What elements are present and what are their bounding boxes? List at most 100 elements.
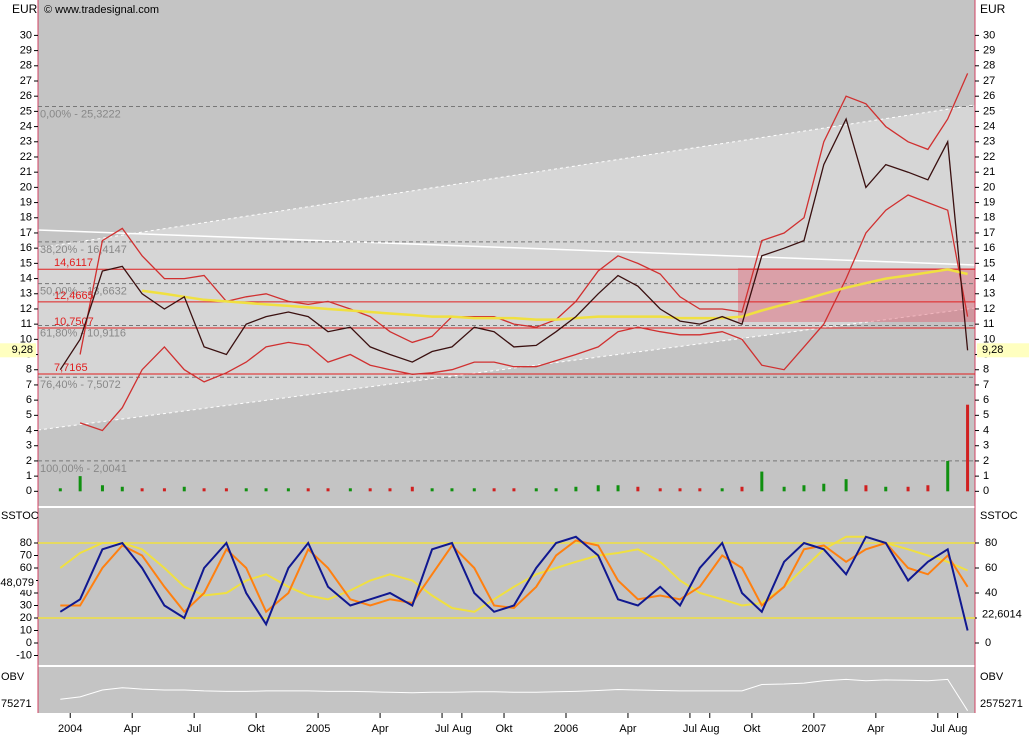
volume-bar [884, 486, 888, 492]
y-tick-label: 8 [26, 364, 32, 376]
fib-label: 100,00% - 2,0041 [40, 463, 127, 475]
y-tick-label: 4 [983, 424, 989, 436]
volume-bar [596, 485, 600, 492]
volume-bar [946, 460, 950, 492]
y-tick-label: 12 [983, 303, 995, 315]
y-tick-label: 18 [20, 212, 32, 224]
y-tick-label: 29 [20, 44, 32, 56]
volume-bar [864, 485, 868, 492]
y-axis-label: EUR [12, 2, 38, 16]
y-tick-label: 40 [20, 587, 32, 599]
trend-line [37, 229, 976, 266]
y-tick-label: 29 [983, 44, 995, 56]
y-tick-label: 2 [26, 455, 32, 467]
x-tick-label: Jul [683, 723, 697, 735]
volume-bar [410, 486, 414, 492]
volume-bar [658, 488, 662, 492]
panel-label: OBV [1, 671, 25, 683]
y-tick-label: 30 [20, 599, 32, 611]
volume-bar [368, 488, 372, 492]
y-tick-label: 12 [20, 303, 32, 315]
last-value: 9,28 [982, 344, 1003, 356]
value-box [977, 343, 1029, 358]
x-tick-label: Apr [619, 723, 636, 735]
volume-bar [162, 488, 166, 492]
series-line [141, 268, 968, 321]
y-tick-label: 25 [983, 105, 995, 117]
y-tick-label: 11 [983, 318, 994, 330]
volume-bar [512, 488, 516, 492]
y-tick-label: 14 [983, 272, 995, 284]
obv-value: 2575271 [980, 698, 1023, 710]
volume-bar [58, 488, 62, 492]
fib-label: 0,00% - 25,3222 [40, 108, 121, 120]
y2-tick-label: 0 [985, 637, 991, 649]
y-tick-label: 18 [983, 212, 995, 224]
y-tick-label: 3 [26, 440, 32, 452]
y-tick-label: 13 [983, 288, 995, 300]
y-tick-label: 10 [20, 333, 32, 345]
y2-tick-label: 80 [985, 537, 997, 549]
x-tick-label: Aug [700, 723, 720, 735]
volume-bar [100, 485, 104, 492]
volume-bar [264, 488, 268, 492]
y-tick-label: 23 [20, 136, 32, 148]
volume-bar [926, 485, 930, 492]
level-label: 12,4665 [54, 290, 94, 302]
x-tick-label: 2004 [58, 723, 82, 735]
y-tick-label: 26 [20, 90, 32, 102]
volume-bar [472, 488, 476, 492]
y-tick-label: 10 [983, 333, 995, 345]
y-tick-label: 28 [983, 60, 995, 72]
y-tick-label: 5 [983, 409, 989, 421]
y-tick-label: 17 [983, 227, 995, 239]
y2-tick-label: 60 [985, 562, 997, 574]
y-axis-label: EUR [980, 2, 1006, 16]
volume-bar [224, 488, 228, 492]
volume-bar [554, 488, 558, 492]
volume-bar [244, 488, 248, 492]
x-tick-label: Okt [248, 723, 265, 735]
series-line [60, 678, 969, 711]
y-tick-label: 30 [20, 29, 32, 41]
y-tick-label: 70 [20, 549, 32, 561]
zone [738, 268, 975, 322]
y-tick-label: 3 [983, 440, 989, 452]
volume-bar [348, 488, 352, 492]
stoch-panel [38, 508, 975, 665]
series-line [79, 194, 969, 432]
y-tick-label: 0 [983, 485, 989, 497]
x-tick-label: Jul [931, 723, 945, 735]
panel-label: SSTOC [980, 510, 1018, 522]
y-tick-label: 22 [20, 151, 32, 163]
level-label: 7,7165 [54, 362, 88, 374]
y-tick-label: 21 [983, 166, 995, 178]
series-line [59, 535, 969, 613]
volume-bar [430, 488, 434, 492]
volume-bar [388, 488, 392, 492]
volume-bar [306, 488, 310, 492]
y-tick-label: 1 [26, 470, 32, 482]
y-tick-label: 27 [20, 75, 32, 87]
fib-label: 38,20% - 16,4147 [40, 244, 127, 256]
obv-value: 75271 [1, 698, 32, 710]
volume-bar [698, 488, 702, 492]
stoch-value: 48,079 [0, 577, 34, 589]
level-label: 10,7507 [54, 316, 94, 328]
y-tick-label: 80 [20, 537, 32, 549]
x-tick-label: 2006 [554, 723, 578, 735]
y-tick-label: 26 [983, 90, 995, 102]
volume-bar [78, 476, 82, 492]
fib-label: 50,00% - 13,6632 [40, 286, 127, 298]
volume-bar [450, 488, 454, 492]
x-tick-label: Apr [372, 723, 389, 735]
volume-bar [822, 483, 826, 492]
source: © www.tradesignal.com [44, 4, 159, 16]
value-box [0, 575, 36, 590]
y-tick-label: 23 [983, 136, 995, 148]
series-line [59, 117, 969, 371]
volume-bar [802, 485, 806, 492]
y-tick-label: 14 [20, 272, 32, 284]
volume-bar [720, 488, 724, 492]
